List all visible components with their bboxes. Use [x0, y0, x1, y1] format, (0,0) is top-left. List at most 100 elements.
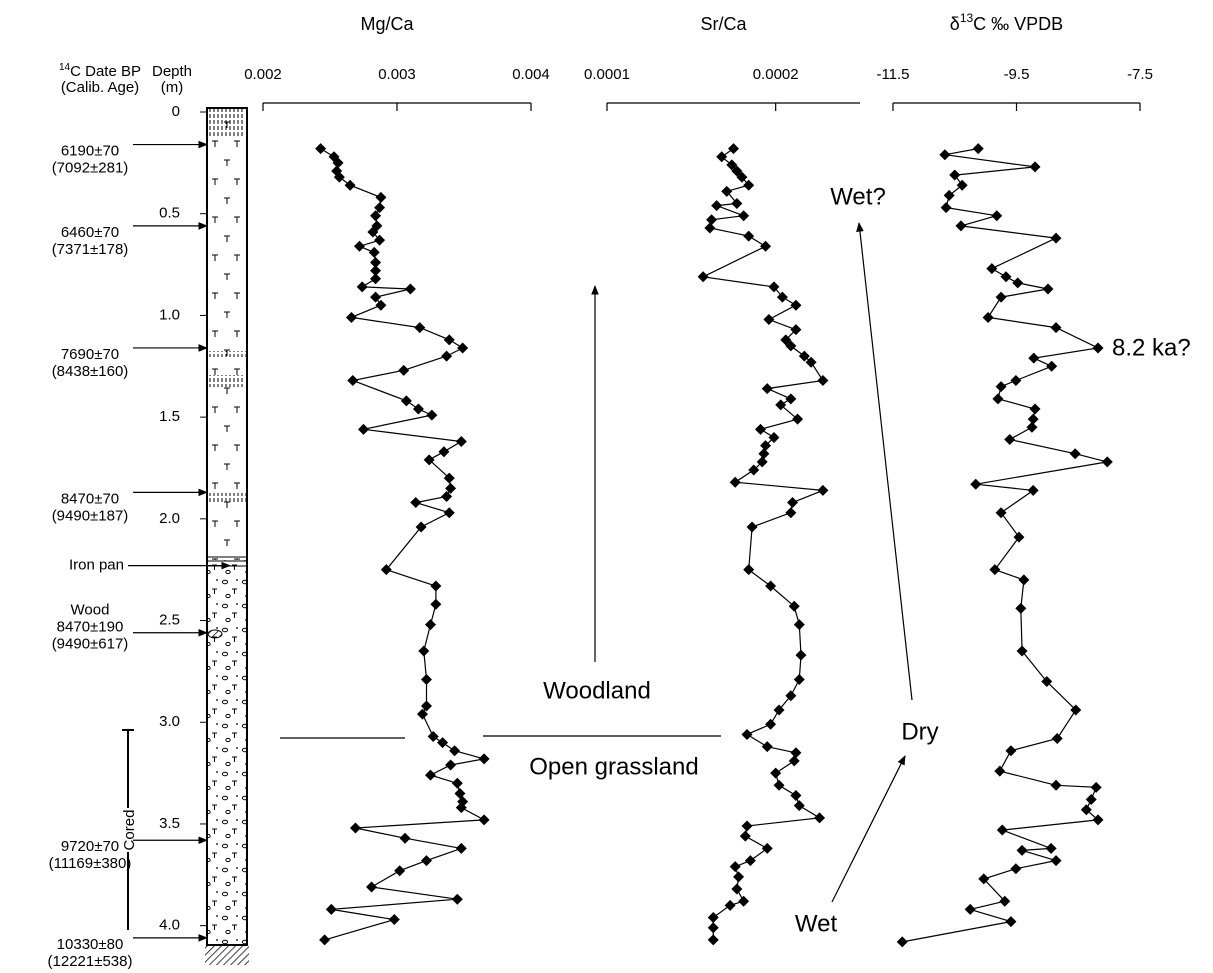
data-point: [704, 222, 716, 234]
data-point: [347, 375, 359, 387]
data-point: [420, 855, 432, 867]
data-point: [707, 912, 719, 924]
data-point: [1101, 456, 1113, 468]
data-point: [763, 313, 775, 325]
data-point: [1027, 484, 1039, 496]
data-point: [785, 393, 797, 405]
y-tick-label: 0.5: [159, 205, 180, 222]
data-point: [430, 598, 442, 610]
data-point: [1026, 421, 1038, 433]
data-point: [785, 340, 797, 352]
data-point: [995, 381, 1007, 393]
data-point: [768, 281, 780, 293]
data-point: [445, 482, 457, 494]
data-point: [1045, 842, 1057, 854]
data-point: [738, 895, 750, 907]
data-point: [1090, 781, 1102, 793]
data-point: [761, 741, 773, 753]
data-point: [754, 423, 766, 435]
x-tick-label: 0.003: [378, 66, 416, 83]
data-point: [939, 149, 951, 161]
data-point: [374, 234, 386, 246]
data-point: [995, 507, 1007, 519]
y-tick-label: 1.0: [159, 306, 180, 323]
data-point: [416, 708, 428, 720]
data-point: [367, 226, 379, 238]
data-point: [743, 179, 755, 191]
data-point: [940, 202, 952, 214]
data-point: [333, 171, 345, 183]
date-label: (8438±160): [52, 363, 129, 380]
data-point: [994, 765, 1006, 777]
x-tick-label: 0.0002: [753, 66, 799, 83]
data-point: [729, 476, 741, 488]
data-point: [370, 273, 382, 285]
data-point: [1051, 733, 1063, 745]
data-point: [785, 690, 797, 702]
data-point: [399, 832, 411, 844]
data-point: [332, 157, 344, 169]
data-point: [814, 812, 826, 824]
data-point: [1005, 745, 1017, 757]
data-point: [711, 200, 723, 212]
data-point: [743, 230, 755, 242]
data-point: [706, 214, 718, 226]
data-point: [455, 842, 467, 854]
data-point: [739, 830, 751, 842]
data-point: [441, 490, 453, 502]
data-point: [315, 143, 327, 155]
data-point: [1069, 448, 1081, 460]
data-point: [721, 185, 733, 197]
data-point: [992, 393, 1004, 405]
data-point: [358, 423, 369, 435]
data-point: [773, 779, 785, 791]
data-point: [746, 521, 758, 533]
date-label: Wood: [71, 602, 110, 619]
data-point: [353, 240, 365, 252]
y-tick-label: 2.5: [159, 612, 180, 629]
data-point: [425, 769, 436, 781]
data-point: [375, 191, 387, 203]
y-tick-label: 4.0: [159, 917, 180, 934]
data-point: [345, 311, 357, 323]
data-point: [380, 564, 392, 576]
data-point: [731, 883, 743, 895]
data-point: [756, 456, 768, 468]
annotation: Open grassland: [529, 753, 698, 780]
data-point: [760, 240, 772, 252]
data-point: [697, 271, 709, 283]
data-point: [423, 454, 435, 466]
data-point: [1092, 814, 1104, 826]
data-point: [731, 165, 743, 177]
y-tick-label: 3.5: [159, 815, 180, 832]
panel-title: δ13C ‰ VPDB: [950, 11, 1063, 34]
data-point: [955, 220, 967, 232]
dates-header-sup: 14: [59, 62, 71, 73]
date-label: 7690±70: [61, 346, 119, 363]
panel-title-part: Mg/Ca: [360, 14, 414, 34]
data-point: [733, 871, 745, 883]
data-point: [1027, 413, 1039, 425]
data-point: [775, 399, 787, 411]
data-point: [451, 893, 463, 905]
data-point: [455, 802, 467, 814]
data-point: [404, 283, 416, 295]
data-point: [438, 446, 450, 458]
data-line: [320, 148, 487, 941]
data-point: [1050, 855, 1062, 867]
data-point: [349, 822, 361, 834]
data-point: [731, 198, 743, 210]
data-point: [741, 728, 753, 740]
data-point: [776, 291, 788, 303]
data-point: [716, 151, 728, 163]
data-point: [420, 674, 432, 686]
data-point: [743, 564, 755, 576]
data-point: [788, 755, 800, 767]
data-point: [788, 600, 800, 612]
date-label: Iron pan: [69, 557, 124, 574]
data-point: [418, 645, 430, 657]
data-point: [451, 777, 463, 789]
data-point: [792, 413, 804, 425]
data-point: [1015, 602, 1027, 614]
